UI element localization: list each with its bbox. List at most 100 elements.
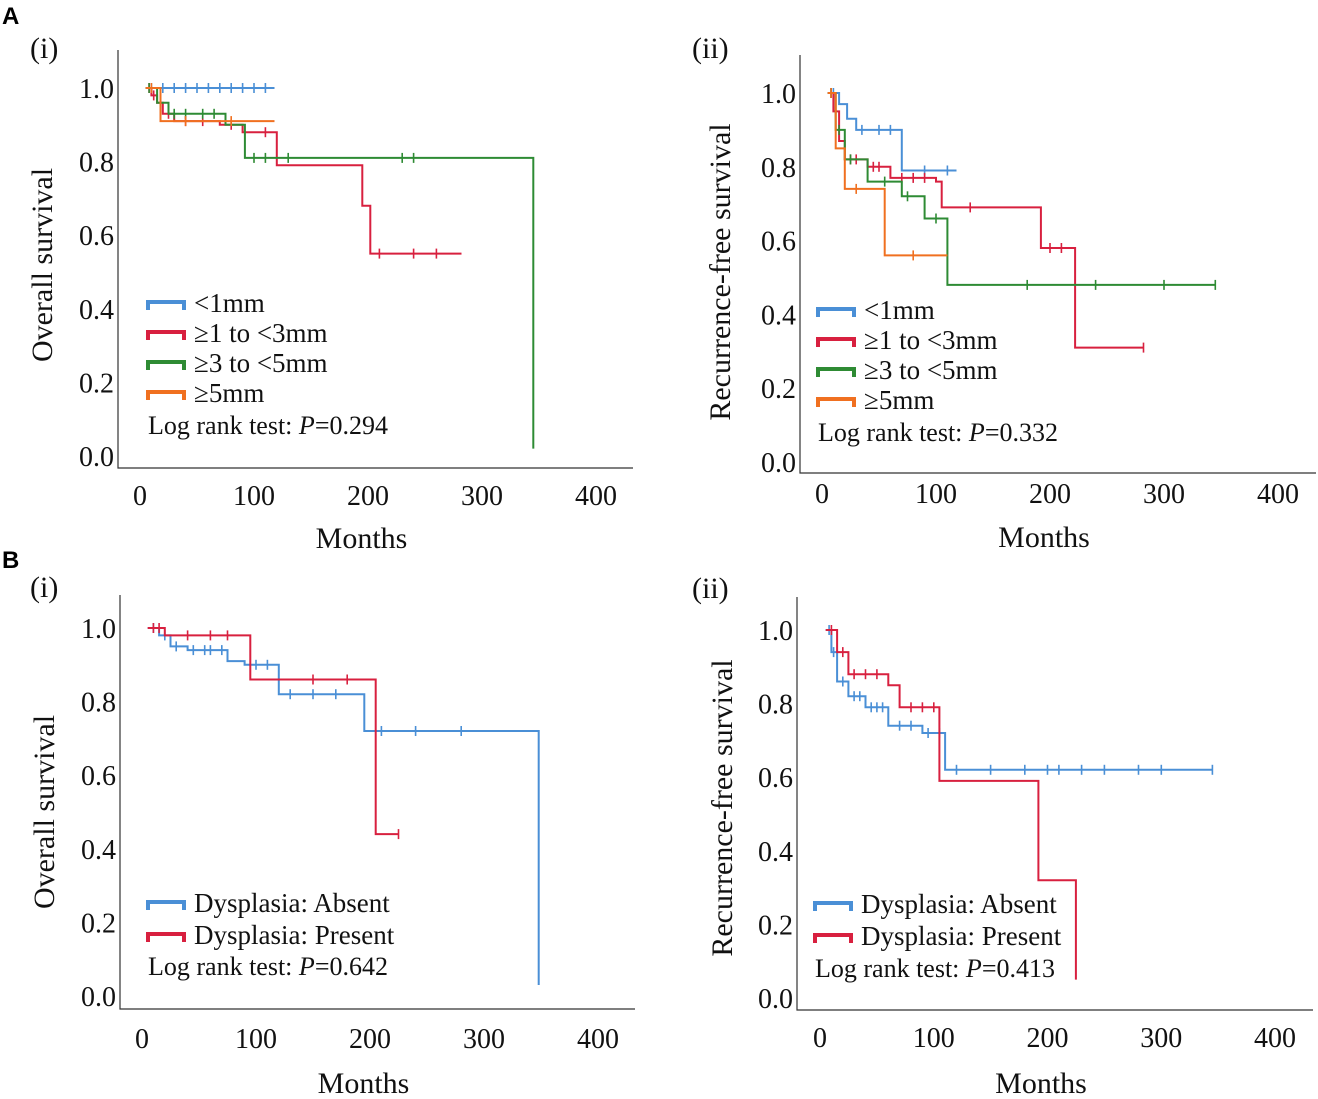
x-axis-label: Months [998,521,1090,554]
x-tick-label: 100 [233,481,275,512]
y-tick-label: 0.2 [81,908,116,939]
y-tick-label: 0.8 [79,148,114,179]
x-tick-label: 200 [347,481,389,512]
y-tick-label: 0.6 [81,761,116,792]
annotation-p-value: =0.294 [315,411,388,440]
survival-curve [145,87,535,449]
y-tick-label: 1.0 [79,74,114,105]
legend-label: ≥5mm [864,385,934,415]
annotation-p-symbol: P [965,954,982,983]
survival-curve [827,92,957,172]
x-tick-label: 0 [813,1023,827,1054]
log-rank-annotation: Log rank test: P=0.642 [148,952,388,981]
y-axis-label: Overall survival [28,715,61,909]
chart-b-i: (i) 0 100 200 300 400 0.0 0.2 0.4 0.6 0.8 1.0 Months… [28,571,635,1099]
chart-subtitle: (i) [30,571,58,604]
legend-swatch [146,900,186,910]
x-axis-label: Months [995,1067,1087,1099]
annotation-prefix: Log rank test: [818,418,969,447]
y-tick-label: 0.2 [758,910,793,941]
chart-subtitle: (i) [30,32,58,65]
log-rank-annotation: Log rank test: P=0.332 [818,418,1058,447]
chart-b-ii: (ii) 0 100 200 300 400 0.0 0.2 0.4 0.6 0.8 1.0 Month… [692,572,1313,1099]
y-tick-label: 0.8 [81,688,116,719]
y-axis-label: Overall survival [26,168,59,362]
series-2 [145,83,462,259]
x-axis-label: Months [316,522,408,555]
legend-swatch [816,337,856,347]
legend-label: Dysplasia: Present [861,921,1062,951]
x-tick-label: 400 [575,481,617,512]
legend-label: ≥5mm [194,378,264,408]
y-tick-label: 0.6 [761,227,796,258]
y-tick-label: 1.0 [758,616,793,647]
axis-frame [117,50,633,469]
y-tick-label: 0.0 [761,448,796,479]
legend-swatch [813,933,853,943]
annotation-prefix: Log rank test: [815,954,966,983]
y-tick-label: 0.6 [79,221,114,252]
legend-label: ≥1 to <3mm [864,325,998,355]
annotation-p-symbol: P [968,418,985,447]
y-tick-label: 0.4 [79,295,114,326]
legend-swatch [816,397,856,407]
chart-a-ii: (ii) 0 100 200 300 400 0.0 0.2 0.4 0.6 0.8 1.0 Month… [692,32,1316,554]
legend-label: Dysplasia: Absent [861,889,1057,919]
chart-a-i: (i) 0 100 200 300 400 0.0 0.2 0.4 0.6 0.8 1.0 Months… [26,32,633,555]
x-tick-label: 200 [1027,1023,1069,1054]
series-1 [825,625,1214,775]
series-2 [825,625,1077,980]
chart-subtitle: (ii) [692,572,729,605]
y-tick-label: 0.4 [81,835,116,866]
series-4 [827,88,948,261]
panel-label-b: B [2,547,19,574]
x-tick-label: 0 [815,479,829,510]
x-tick-label: 100 [915,479,957,510]
y-tick-label: 0.0 [81,982,116,1013]
annotation-p-symbol: P [298,952,315,981]
x-tick-label: 300 [463,1024,505,1055]
y-tick-label: 0.0 [79,442,114,473]
x-tick-label: 400 [1257,479,1299,510]
survival-curve [827,92,1144,349]
legend-swatch [146,390,186,400]
survival-curve [825,629,1213,771]
legend-swatch [146,932,186,942]
legend-label: ≥1 to <3mm [194,318,328,348]
y-tick-label: 1.0 [81,614,116,645]
log-rank-annotation: Log rank test: P=0.294 [148,411,388,440]
x-tick-label: 300 [461,481,503,512]
y-tick-label: 0.6 [758,763,793,794]
survival-curve [827,92,948,257]
x-tick-label: 200 [349,1024,391,1055]
legend-label: <1mm [194,288,265,318]
series-4 [145,83,275,127]
annotation-p-value: =0.413 [982,954,1055,983]
legend-swatch [146,330,186,340]
x-tick-label: 300 [1140,1023,1182,1054]
annotation-p-value: =0.642 [315,952,388,981]
series-1 [145,83,275,93]
x-tick-label: 400 [577,1024,619,1055]
plots: (i) 0 100 200 300 400 0.0 0.2 0.4 0.6 0.8 1.0 Months… [26,32,1316,1099]
y-tick-label: 0.8 [758,690,793,721]
axis-frame [796,597,1313,1011]
y-tick-label: 0.0 [758,984,793,1015]
y-tick-label: 0.4 [761,300,796,331]
series-3 [827,88,1217,290]
x-tick-label: 0 [135,1024,149,1055]
annotation-p-value: =0.332 [985,418,1058,447]
survival-curve [145,87,275,123]
annotation-prefix: Log rank test: [148,952,299,981]
y-tick-label: 1.0 [761,79,796,110]
x-tick-label: 400 [1254,1023,1296,1054]
annotation-prefix: Log rank test: [148,411,299,440]
series-2 [147,623,400,840]
panel-label-a: A [2,3,19,30]
x-tick-label: 100 [913,1023,955,1054]
annotation-p-symbol: P [298,411,315,440]
legend-label: Dysplasia: Present [194,920,395,950]
legend-label: ≥3 to <5mm [194,348,328,378]
legend-label: Dysplasia: Absent [194,888,390,918]
